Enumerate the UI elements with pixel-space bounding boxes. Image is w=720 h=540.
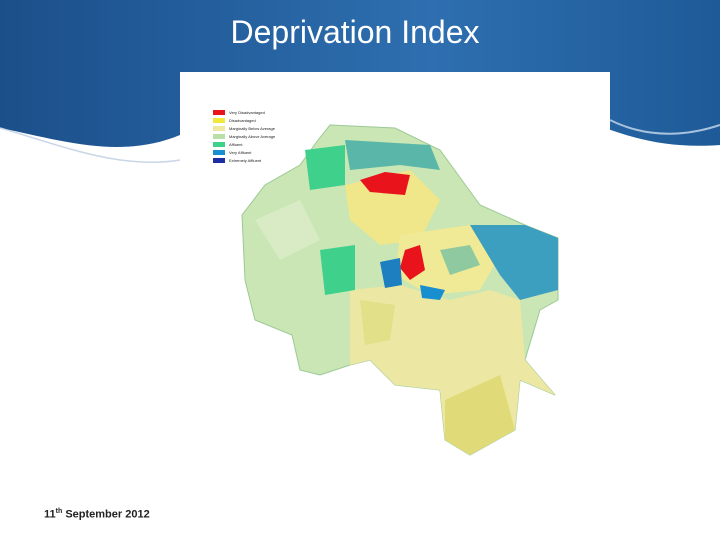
map xyxy=(241,124,559,456)
legend-item: Extremely Affluent xyxy=(213,156,275,164)
date-day: 11 xyxy=(44,508,56,521)
legend-item: Very Disadvantaged xyxy=(213,108,275,116)
legend-swatch xyxy=(213,141,225,147)
legend-label: Very Affluent xyxy=(229,149,252,155)
legend-label: Affluent xyxy=(229,141,243,147)
legend-item: Marginally Below Average xyxy=(213,124,275,132)
legend-item: Very Affluent xyxy=(213,148,275,156)
legend-swatch xyxy=(213,157,225,163)
slide-title: Deprivation Index xyxy=(230,14,480,50)
legend-item: Disadvantaged xyxy=(213,116,275,124)
date-rest: September 2012 xyxy=(65,508,150,521)
footer-date: 11th September 2012 xyxy=(44,508,150,521)
legend-swatch xyxy=(213,133,225,139)
legend-label: Marginally Below Average xyxy=(229,125,275,131)
legend-swatch xyxy=(213,149,225,155)
legend-item: Affluent xyxy=(213,140,275,148)
legend-label: Extremely Affluent xyxy=(229,157,262,163)
legend-label: Very Disadvantaged xyxy=(229,109,265,115)
legend-label: Marginally Above Average xyxy=(229,133,276,139)
legend-swatch xyxy=(213,125,225,131)
legend-item: Marginally Above Average xyxy=(213,132,275,140)
legend-swatch xyxy=(213,117,225,123)
legend-label: Disadvantaged xyxy=(229,117,256,123)
legend-swatch xyxy=(213,109,225,115)
date-suffix: th xyxy=(55,508,63,515)
map-legend: Very Disadvantaged Disadvantaged Marginall… xyxy=(213,108,275,164)
